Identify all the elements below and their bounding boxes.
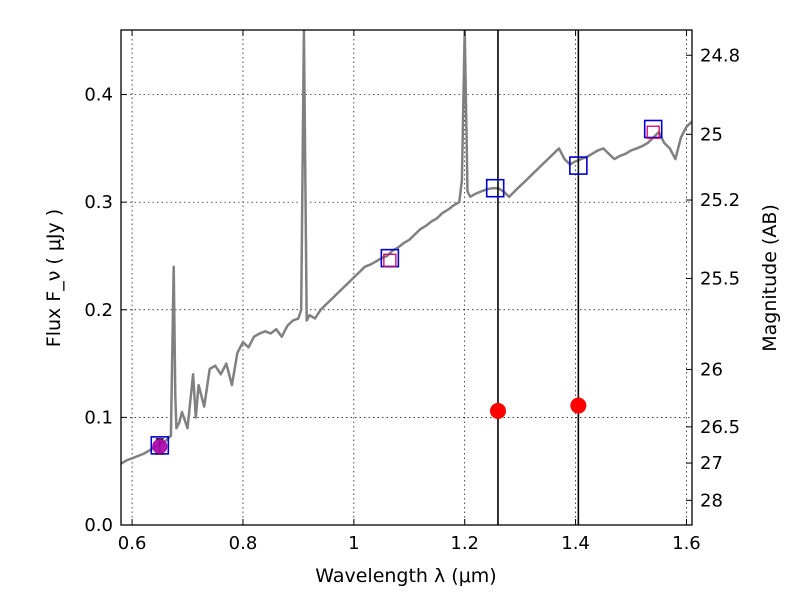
axis-ticks: 0.6 0.8 1 1.2 1.4 1.6 0.0 0.1 0.2 0.3 0.4 24.8 25 25.… [84,30,740,554]
spectrum-line [121,30,692,465]
measured-point [489,402,506,419]
model-band-square [383,253,397,267]
x-tick-label: 1.2 [450,533,479,554]
y-axis-label-right: Magnitude (AB) [759,204,781,352]
broadband-square [485,178,505,198]
x-axis-label-text: Wavelength λ (μm) [315,565,496,587]
y-tick-label: 0.2 [84,300,113,321]
data-markers [150,119,663,455]
mag-tick-label: 25.2 [700,190,740,211]
optical-measured-point [152,438,168,454]
broadband-square [569,156,588,175]
y-axis-label-text: Flux F_ν ( μJy ) [43,209,65,347]
y-tick-label: 0.3 [84,192,113,213]
broadband-square [643,119,663,139]
grid [121,30,692,526]
mag-tick-label: 26.5 [700,417,740,438]
y-tick-label: 0.1 [84,407,113,428]
y-axis-label-right-text: Magnitude (AB) [759,204,781,352]
model-band-square [646,125,660,139]
x-tick-label: 1 [348,533,359,554]
mag-tick-label: 25.5 [700,268,740,289]
x-tick-label: 0.8 [229,533,258,554]
mag-tick-label: 27 [700,453,723,474]
spectrum-series [121,30,692,465]
x-tick-label: 1.4 [561,533,590,554]
plot-frame [120,29,693,526]
y-tick-label: 0.0 [84,515,113,536]
mag-tick-label: 25 [700,124,723,145]
measured-point [570,397,587,414]
y-axis-label: Flux F_ν ( μJy ) [43,209,65,347]
x-tick-label: 1.6 [672,533,701,554]
mag-tick-label: 26 [700,359,723,380]
y-tick-label: 0.4 [84,85,113,106]
x-tick-label: 0.6 [118,533,147,554]
x-axis-label: Wavelength λ (μm) [315,565,496,587]
mag-tick-label: 28 [700,490,723,511]
vertical-lines [497,30,580,525]
mag-tick-label: 24.8 [700,45,740,66]
